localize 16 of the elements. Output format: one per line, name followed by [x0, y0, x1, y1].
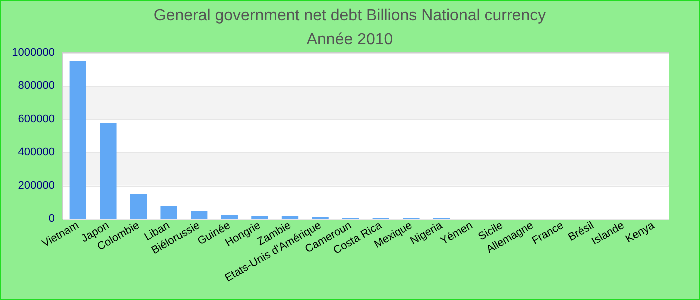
y-tick-label: 600000 — [18, 113, 55, 126]
bar — [130, 194, 148, 219]
bar — [191, 211, 208, 219]
bar — [100, 123, 117, 219]
bar — [221, 215, 238, 219]
bar — [282, 216, 299, 219]
bar — [70, 60, 86, 219]
chart-subtitle: Année 2010 — [306, 32, 394, 48]
y-tick-label: 800000 — [18, 80, 55, 92]
y-tick-label: 0 — [48, 213, 55, 225]
bar — [252, 216, 268, 219]
chart-title: General government net debt Billions National currency — [154, 8, 546, 24]
y-tick-label: 400000 — [18, 146, 55, 159]
y-tick-label: 200000 — [18, 180, 55, 192]
y-tick-label: 1000000 — [12, 47, 55, 59]
bar — [160, 206, 178, 219]
